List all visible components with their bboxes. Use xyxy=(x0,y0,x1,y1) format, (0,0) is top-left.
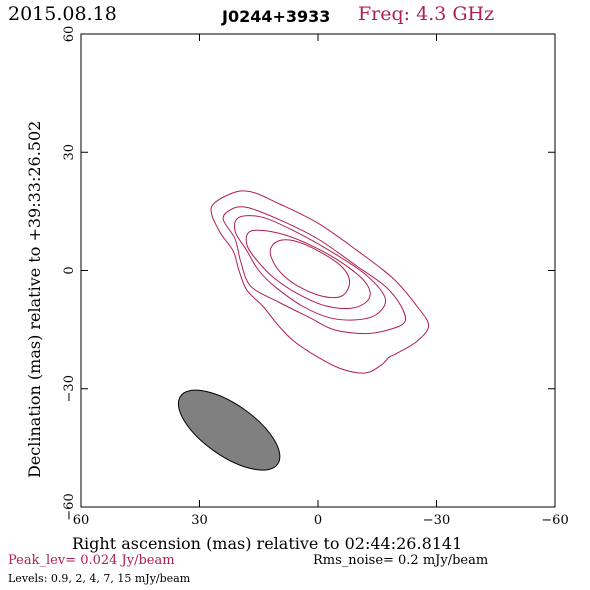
observation-date: 2015.08.18 xyxy=(8,3,117,25)
y-tick-labels: −60 −30 0 30 60 xyxy=(62,26,77,521)
y-tick-label: 60 xyxy=(62,26,77,43)
frequency-label: Freq: 4.3 GHz xyxy=(358,3,495,25)
plot-frame xyxy=(80,33,556,508)
x-tick-label: 30 xyxy=(191,513,208,528)
beam-ellipse-group xyxy=(177,389,281,471)
tick-marks xyxy=(80,33,556,508)
x-axis-title: Right ascension (mas) relative to 02:44:… xyxy=(72,534,462,553)
y-axis-title: Declination (mas) relative to +39:33:26.… xyxy=(25,121,44,478)
contour-levels: Levels: 0.9, 2, 4, 7, 15 mJy/beam xyxy=(8,572,191,585)
rms-noise: Rms_noise= 0.2 mJy/beam xyxy=(313,553,489,568)
peak-level: Peak_lev= 0.024 Jy/beam xyxy=(8,553,175,568)
x-tick-label: −60 xyxy=(541,513,568,528)
y-tick-label: 0 xyxy=(62,266,77,274)
x-tick-label: 60 xyxy=(73,513,90,528)
contour-level-2 xyxy=(222,206,407,335)
x-tick-labels: 60 30 0 −30 −60 xyxy=(73,513,569,528)
y-tick-label: −30 xyxy=(62,375,77,402)
y-tick-label: −60 xyxy=(62,493,77,520)
contour-lines xyxy=(210,190,430,374)
contour-level-15 xyxy=(269,239,351,299)
contour-level-0_9 xyxy=(210,190,430,374)
y-tick-label: 30 xyxy=(62,144,77,161)
contour-level-4 xyxy=(233,215,387,321)
contour-level-7 xyxy=(245,229,371,310)
x-tick-label: −30 xyxy=(423,513,450,528)
beam-ellipse xyxy=(177,389,281,471)
source-name: J0244+3933 xyxy=(222,7,331,26)
x-tick-label: 0 xyxy=(314,513,322,528)
